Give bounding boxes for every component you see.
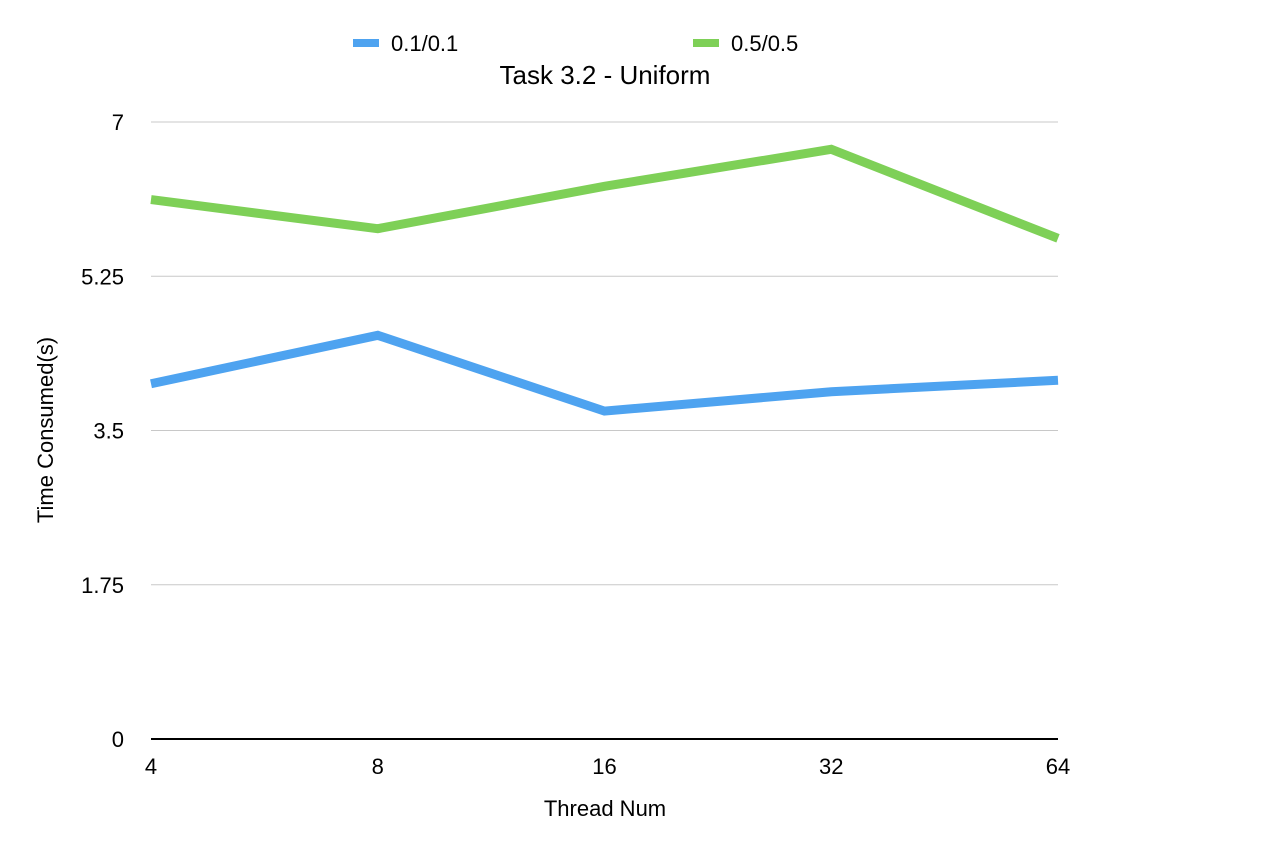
series-line-1 [150,144,1060,243]
chart-title: Task 3.2 - Uniform [500,60,711,90]
y-tick-label: 3.5 [93,419,124,444]
legend-label-0: 0.1/0.1 [391,31,458,56]
series-line-0 [150,330,1059,416]
y-tick-label: 5.25 [81,264,124,289]
series-lines [150,144,1060,416]
y-axis-ticks: 0 1.75 3.5 5.25 7 [81,110,124,752]
x-tick-label: 64 [1046,754,1070,779]
grid-lines [151,121,1058,740]
x-axis-ticks: 4 8 16 32 64 [145,754,1070,779]
y-tick-label: 7 [112,110,124,135]
y-tick-label: 1.75 [81,573,124,598]
legend: 0.1/0.1 0.5/0.5 [353,31,798,56]
y-axis-label: Time Consumed(s) [33,337,58,523]
x-tick-label: 8 [372,754,384,779]
x-tick-label: 16 [592,754,616,779]
legend-label-1: 0.5/0.5 [731,31,798,56]
y-tick-label: 0 [112,727,124,752]
x-tick-label: 4 [145,754,157,779]
x-axis-label: Thread Num [544,796,666,821]
x-tick-label: 32 [819,754,843,779]
